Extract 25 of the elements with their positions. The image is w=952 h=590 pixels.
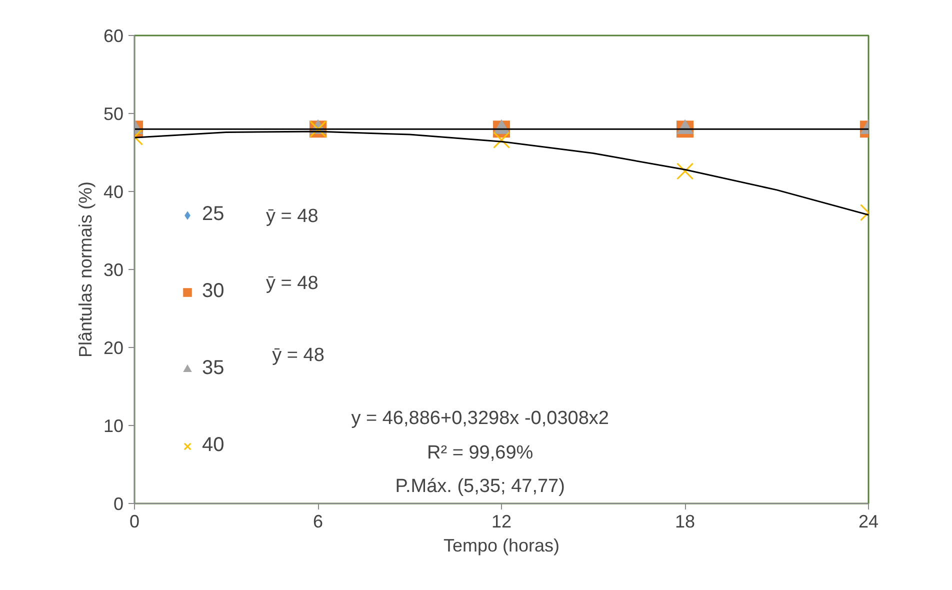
x-axis-title: Tempo (horas) [443, 536, 560, 556]
legend-label: 30 [202, 280, 224, 303]
annotation: ȳ = 48 [266, 206, 318, 227]
legend-label: 25 [202, 203, 224, 226]
y-tick-label: 30 [103, 260, 124, 280]
legend-label: 35 [202, 357, 224, 380]
y-tick-label: 0 [113, 494, 124, 514]
point [492, 131, 510, 149]
annotation: y = 46,886+0,3298x -0,0308x2 [351, 408, 609, 429]
annotation: R² = 99,69% [427, 442, 534, 464]
x-tick-label: 12 [491, 512, 512, 532]
y-tick-label: 50 [103, 104, 124, 124]
y-axis-title: Plântulas normais (%) [75, 181, 96, 358]
x-tick-label: 24 [858, 512, 879, 532]
y-tick-label: 60 [103, 26, 124, 46]
x-tick-label: 18 [674, 512, 696, 532]
x-tick-label: 0 [129, 512, 140, 532]
annotation: ȳ = 48 [266, 273, 318, 294]
y-tick-label: 40 [103, 182, 124, 202]
annotation: P.Máx. (5,35; 47,77) [395, 476, 565, 497]
annotation: ȳ = 48 [272, 344, 324, 366]
y-tick-label: 10 [103, 416, 124, 436]
y-tick-label: 20 [103, 338, 124, 358]
legend-label: 40 [202, 434, 224, 457]
x-tick-label: 6 [312, 512, 324, 532]
